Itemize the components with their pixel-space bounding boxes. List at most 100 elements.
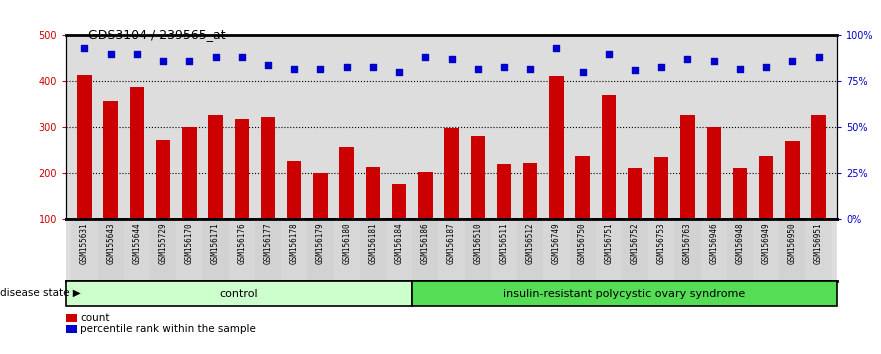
- Text: GSM156949: GSM156949: [762, 223, 771, 264]
- Bar: [359, 219, 386, 281]
- Bar: [287, 161, 301, 219]
- Bar: [733, 168, 747, 219]
- Bar: [780, 219, 805, 281]
- Text: GSM156512: GSM156512: [526, 223, 535, 264]
- Bar: [229, 219, 255, 281]
- Point: [182, 58, 196, 64]
- Text: GSM156752: GSM156752: [631, 223, 640, 264]
- Bar: [753, 219, 780, 281]
- Bar: [281, 219, 307, 281]
- Bar: [71, 219, 98, 281]
- Point: [444, 57, 458, 62]
- Point: [156, 58, 170, 64]
- Text: control: control: [219, 289, 258, 299]
- Bar: [123, 219, 150, 281]
- Bar: [464, 219, 491, 281]
- Point: [261, 62, 275, 68]
- Bar: [307, 219, 334, 281]
- Bar: [98, 219, 123, 281]
- Text: GSM156753: GSM156753: [656, 223, 666, 264]
- Point: [418, 55, 433, 60]
- Bar: [544, 219, 569, 281]
- Bar: [491, 219, 517, 281]
- Text: GSM156180: GSM156180: [342, 223, 352, 264]
- Bar: [386, 219, 412, 281]
- Point: [550, 45, 564, 51]
- Text: GSM156179: GSM156179: [316, 223, 325, 264]
- Point: [575, 69, 589, 75]
- Bar: [392, 184, 406, 219]
- Bar: [366, 166, 380, 219]
- Point: [392, 69, 406, 75]
- Point: [339, 64, 353, 69]
- Text: GSM156181: GSM156181: [368, 223, 377, 264]
- Bar: [700, 219, 727, 281]
- Point: [130, 51, 144, 57]
- Bar: [261, 117, 275, 219]
- Bar: [103, 101, 118, 219]
- Bar: [150, 219, 176, 281]
- Point: [497, 64, 511, 69]
- Text: GSM156749: GSM156749: [552, 223, 561, 264]
- Bar: [203, 219, 229, 281]
- Bar: [805, 219, 832, 281]
- Text: GSM155729: GSM155729: [159, 223, 167, 264]
- Text: GSM155631: GSM155631: [80, 223, 89, 264]
- Text: GSM156763: GSM156763: [683, 223, 692, 264]
- Point: [209, 55, 223, 60]
- Text: insulin-resistant polycystic ovary syndrome: insulin-resistant polycystic ovary syndr…: [503, 289, 745, 299]
- Text: GSM156187: GSM156187: [447, 223, 456, 264]
- Text: percentile rank within the sample: percentile rank within the sample: [80, 324, 256, 334]
- Point: [785, 58, 799, 64]
- Bar: [182, 127, 196, 219]
- Bar: [785, 141, 800, 219]
- Text: GSM156171: GSM156171: [211, 223, 220, 264]
- Text: count: count: [80, 313, 109, 323]
- Text: GSM156511: GSM156511: [500, 223, 508, 264]
- Point: [470, 66, 485, 72]
- Bar: [648, 219, 674, 281]
- Point: [287, 66, 301, 72]
- Bar: [517, 219, 544, 281]
- Bar: [811, 115, 825, 219]
- Bar: [334, 219, 359, 281]
- Bar: [727, 219, 753, 281]
- Text: GSM156948: GSM156948: [736, 223, 744, 264]
- Bar: [680, 115, 695, 219]
- Text: disease state ▶: disease state ▶: [0, 288, 81, 298]
- Text: GDS3104 / 239565_at: GDS3104 / 239565_at: [88, 28, 226, 41]
- Bar: [596, 219, 622, 281]
- Bar: [549, 76, 564, 219]
- Text: GSM156510: GSM156510: [473, 223, 482, 264]
- Point: [234, 55, 248, 60]
- Point: [78, 45, 92, 51]
- Bar: [412, 219, 439, 281]
- Point: [680, 57, 694, 62]
- Bar: [208, 115, 223, 219]
- Bar: [674, 219, 700, 281]
- Text: GSM156186: GSM156186: [421, 223, 430, 264]
- Bar: [628, 168, 642, 219]
- Bar: [418, 172, 433, 219]
- Bar: [470, 136, 485, 219]
- Point: [759, 64, 774, 69]
- Text: GSM156950: GSM156950: [788, 223, 797, 264]
- Bar: [339, 147, 354, 219]
- Text: GSM156951: GSM156951: [814, 223, 823, 264]
- Bar: [176, 219, 203, 281]
- Bar: [654, 157, 669, 219]
- Bar: [255, 219, 281, 281]
- Bar: [602, 95, 616, 219]
- Bar: [156, 140, 170, 219]
- Bar: [622, 219, 648, 281]
- Point: [602, 51, 616, 57]
- Point: [707, 58, 721, 64]
- Text: GSM156177: GSM156177: [263, 223, 272, 264]
- Bar: [523, 163, 537, 219]
- Bar: [497, 164, 511, 219]
- Point: [733, 66, 747, 72]
- Bar: [314, 172, 328, 219]
- Point: [523, 66, 537, 72]
- Bar: [411, 281, 837, 306]
- Bar: [130, 87, 144, 219]
